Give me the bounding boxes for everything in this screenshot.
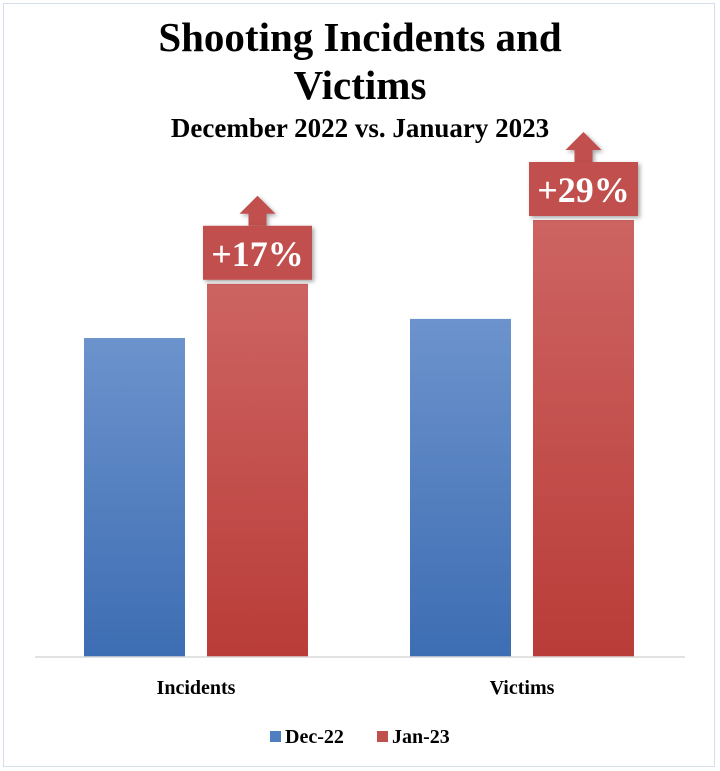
- legend-label-jan-23: Jan-23: [392, 726, 450, 748]
- chart-subtitle: December 2022 vs. January 2023: [170, 113, 550, 143]
- up-arrow-icon: [239, 195, 276, 226]
- chart-title-line-2: Victims: [293, 62, 427, 108]
- chart-title-line-1: Shooting Incidents and: [158, 14, 562, 60]
- bar-dec-22-victims: [410, 318, 511, 657]
- category-label-victims: Victims: [490, 677, 555, 699]
- up-arrow-icon: [565, 132, 602, 162]
- legend-swatch-jan-23: [377, 731, 388, 742]
- bar-jan-23-incidents: [207, 283, 308, 657]
- legend-swatch-dec-22: [270, 731, 281, 742]
- change-callout-incidents: [203, 225, 312, 280]
- category-label-incidents: Incidents: [157, 677, 236, 699]
- change-callout-victims: [529, 162, 638, 216]
- change-label-incidents: +17%: [211, 234, 304, 274]
- legend-label-dec-22: Dec-22: [285, 726, 344, 748]
- bar-dec-22-incidents: [84, 338, 185, 657]
- bar-jan-23-victims: [533, 220, 634, 657]
- change-label-victims: +29%: [537, 170, 630, 210]
